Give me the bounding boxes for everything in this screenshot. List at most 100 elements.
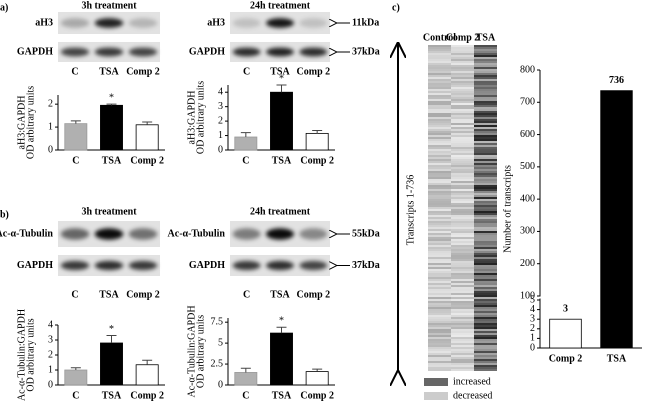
heatmap-cell (451, 325, 474, 327)
heatmap-cell (428, 55, 451, 57)
heatmap-cell (451, 243, 474, 245)
heatmap-cell (474, 197, 497, 199)
heatmap-cell (474, 61, 497, 63)
heatmap-cell (474, 203, 497, 205)
heatmap-cell (474, 337, 497, 339)
heatmap-cell (428, 107, 451, 109)
heatmap-cell (451, 343, 474, 345)
heatmap-cell (428, 97, 451, 99)
heatmap-cell (474, 243, 497, 245)
blot-band (60, 260, 90, 271)
y-tick-label: 700 (520, 97, 535, 108)
heatmap-cell (428, 199, 451, 201)
heatmap-cell (451, 259, 474, 261)
lane-label: TSA (99, 289, 119, 300)
bar (600, 90, 633, 349)
bar (100, 104, 123, 151)
error-bar (276, 326, 287, 334)
heatmap-cell (451, 319, 474, 321)
bar (270, 91, 293, 151)
heatmap-cell (474, 185, 497, 187)
x-tick-label: Comp 2 (549, 353, 583, 364)
heatmap-cell (451, 147, 474, 149)
heatmap-cell (451, 299, 474, 301)
heatmap-cell (451, 197, 474, 199)
y-tick-label: 2 (48, 98, 53, 109)
legend-label: decreased (453, 390, 492, 401)
heatmap-cell (451, 203, 474, 205)
heatmap-cell (428, 77, 451, 79)
heatmap-cell (428, 69, 451, 71)
heatmap-cell (451, 171, 474, 173)
heatmap-cell (428, 339, 451, 341)
heatmap-cell (451, 355, 474, 357)
heatmap-cell (451, 349, 474, 351)
bar (270, 332, 293, 386)
heatmap-cell (451, 263, 474, 265)
heatmap-cell (451, 175, 474, 177)
lane-label: Comp 2 (297, 289, 331, 300)
heatmap-cell (451, 361, 474, 363)
heatmap-cell (428, 255, 451, 257)
y-axis-label: OD arbitrary units (195, 315, 206, 388)
heatmap-cell (451, 257, 474, 259)
heatmap-cell (428, 163, 451, 165)
heatmap-cell (474, 253, 497, 255)
heatmap-cell (428, 157, 451, 159)
heatmap-cell (474, 71, 497, 73)
heatmap-cell (474, 171, 497, 173)
heatmap-cell (451, 283, 474, 285)
heatmap-cell (451, 79, 474, 81)
heatmap-cell (428, 53, 451, 55)
heatmap-cell (428, 83, 451, 85)
heatmap-cell (428, 353, 451, 355)
heatmap-cell (428, 93, 451, 95)
heatmap-cell (474, 67, 497, 69)
heatmap-cell (451, 101, 474, 103)
blot-title: 3h treatment (81, 206, 137, 217)
heatmap-cell (428, 133, 451, 135)
heatmap-cell (428, 335, 451, 337)
heatmap-cell (428, 369, 451, 371)
heatmap-cell (451, 317, 474, 319)
heatmap-cell (474, 267, 497, 269)
y-axis-label: OD arbitrary units (195, 81, 206, 154)
heatmap-cell (474, 223, 497, 225)
heatmap-cell (451, 321, 474, 323)
heatmap-cell (474, 123, 497, 125)
heatmap-cell (428, 291, 451, 293)
heatmap-cell (428, 275, 451, 277)
heatmap-cell (474, 47, 497, 49)
y-axis-label: Ac-α-Tubulin:GAPDH (186, 305, 197, 397)
heatmap-cell (451, 353, 474, 355)
blot-title: 24h treatment (250, 0, 311, 11)
heatmap-cell (428, 223, 451, 225)
heatmap-cell (428, 323, 451, 325)
blot-row-label: GAPDH (17, 260, 53, 271)
heatmap-column-label: TSA (476, 32, 496, 43)
heatmap-cell (474, 293, 497, 295)
heatmap-cell (428, 109, 451, 111)
heatmap-cell (428, 197, 451, 199)
bar (305, 371, 329, 386)
blot-band (299, 228, 328, 240)
x-tick-label: TSA (272, 155, 292, 166)
error-bar (70, 120, 81, 124)
heatmap-cell (474, 229, 497, 231)
x-tick-label: C (242, 390, 249, 401)
heatmap-cell (451, 55, 474, 57)
heatmap-cell (428, 315, 451, 317)
lane-label: TSA (270, 66, 290, 77)
lane-label: C (71, 66, 78, 77)
heatmap-cell (428, 181, 451, 183)
heatmap-cell (451, 235, 474, 237)
blot-band (266, 47, 294, 57)
heatmap-cell (474, 159, 497, 161)
y-tick-label: 400 (520, 193, 535, 204)
heatmap-cell (451, 103, 474, 105)
heatmap-cell (451, 105, 474, 107)
heatmap-cell (474, 215, 497, 217)
heatmap-cell (474, 305, 497, 307)
y-tick-label: 0 (48, 379, 53, 390)
heatmap-cell (428, 169, 451, 171)
